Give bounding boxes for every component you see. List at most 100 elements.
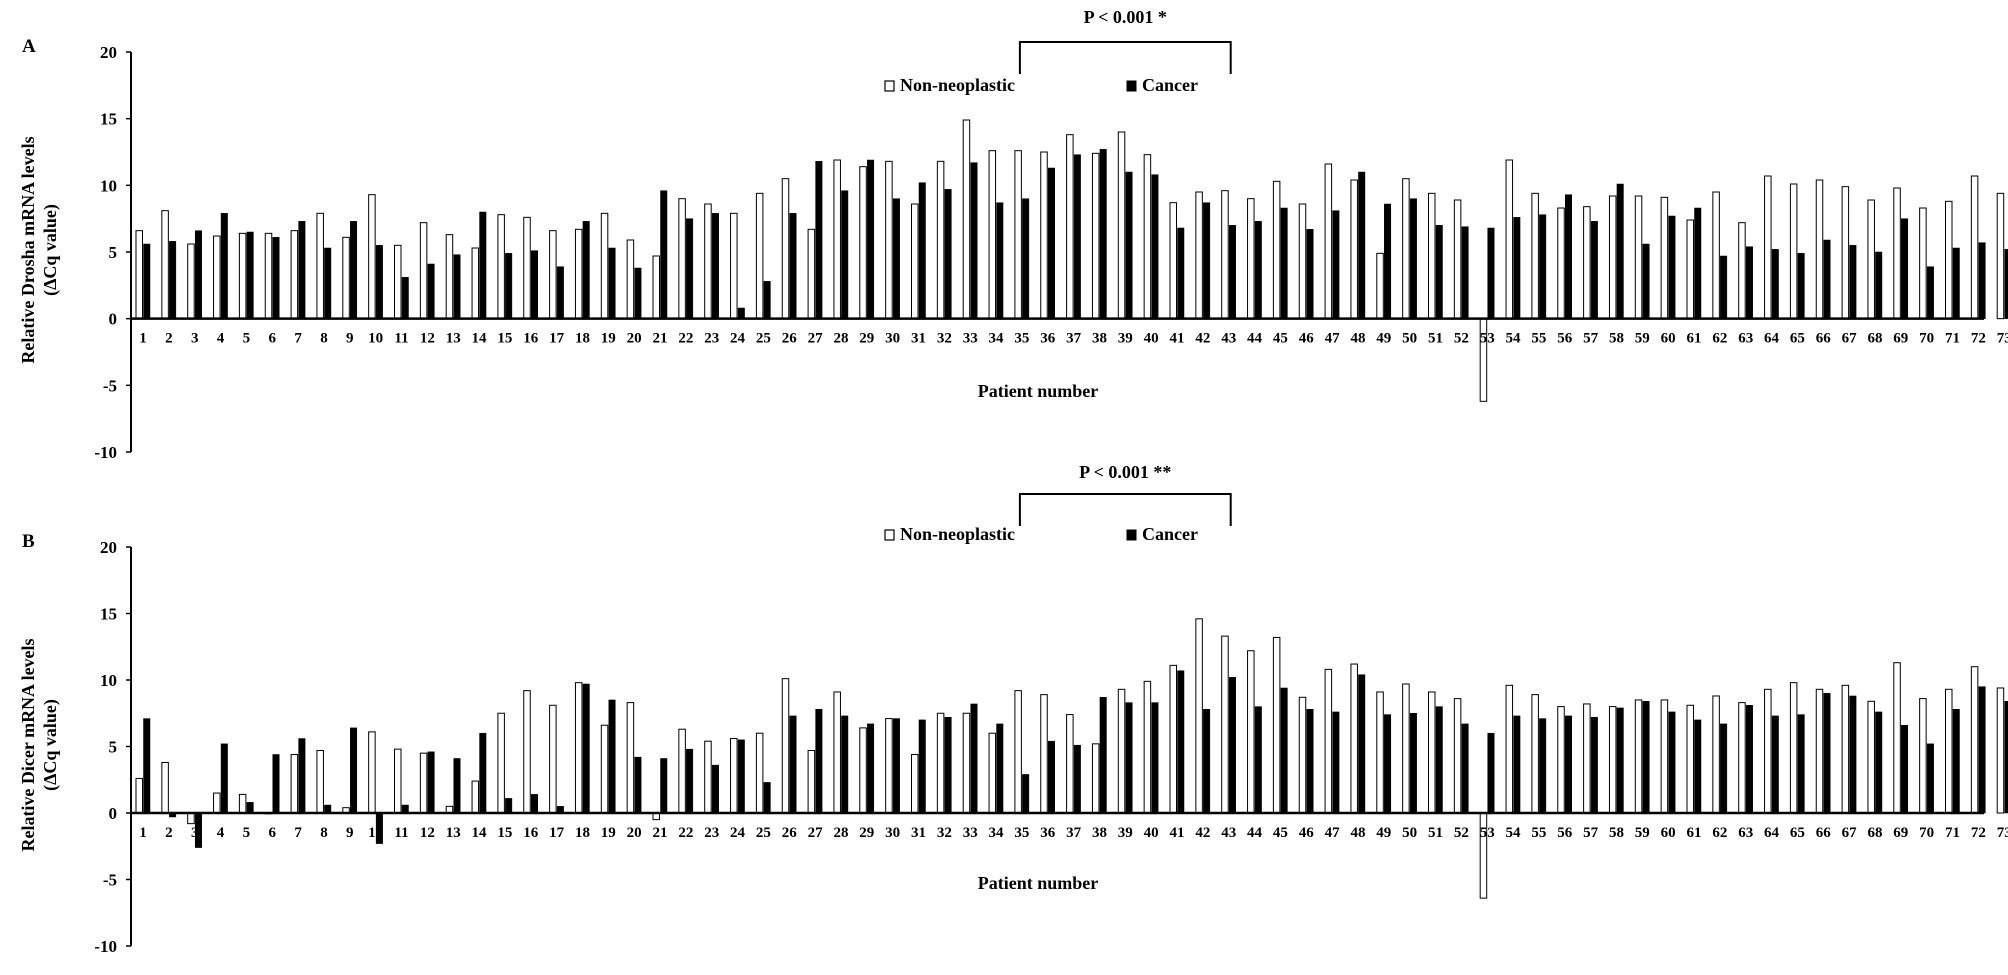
bar-cancer-42 — [1203, 202, 1211, 319]
bar-non-neoplastic-38 — [1091, 152, 1100, 320]
x-tick-label: 22 — [678, 331, 693, 347]
bar-non-neoplastic-23 — [704, 740, 712, 814]
bar-non-neoplastic-47 — [1324, 163, 1333, 320]
bar-non-neoplastic-42 — [1195, 618, 1203, 814]
y-tick-label: -10 — [94, 937, 117, 956]
x-tick-label: 59 — [1635, 331, 1650, 347]
bar-non-neoplastic-41 — [1169, 202, 1177, 320]
bar-non-neoplastic-12 — [419, 752, 428, 814]
x-tick-label: 29 — [859, 331, 874, 347]
x-tick-label: 25 — [756, 825, 771, 841]
x-tick-label: 66 — [1816, 825, 1832, 841]
bar-non-neoplastic-33 — [962, 119, 971, 320]
x-tick-label: 53 — [1480, 331, 1495, 347]
bar-non-neoplastic-2 — [161, 761, 169, 814]
x-tick-label: 26 — [782, 331, 798, 347]
bar-non-neoplastic-72 — [1970, 666, 1979, 814]
bar-non-neoplastic-24 — [730, 212, 738, 320]
bar-cancer-63 — [1745, 246, 1753, 319]
x-tick-label: 16 — [523, 331, 539, 347]
bar-cancer-50 — [1409, 198, 1417, 319]
bar-non-neoplastic-60 — [1660, 699, 1669, 814]
bar-non-neoplastic-30 — [885, 160, 893, 320]
bar-non-neoplastic-21 — [652, 255, 660, 320]
bar-non-neoplastic-71 — [1945, 200, 1953, 320]
x-tick-label: 7 — [294, 825, 302, 841]
x-tick-label: 39 — [1118, 331, 1133, 347]
x-tick-label: 23 — [704, 825, 719, 841]
y-tick-label: 0 — [109, 310, 118, 329]
bar-cancer-32 — [944, 189, 952, 319]
bar-cancer-24 — [737, 739, 745, 814]
bar-cancer-9 — [350, 727, 358, 814]
bar-cancer-6 — [272, 237, 280, 319]
bar-non-neoplastic-65 — [1789, 183, 1798, 320]
x-tick-label: 37 — [1066, 331, 1082, 347]
panel-letter: A — [22, 36, 36, 57]
x-tick-label: 30 — [885, 331, 900, 347]
bar-cancer-9 — [350, 221, 358, 319]
x-tick-label: 18 — [575, 331, 590, 347]
x-tick-label: 24 — [730, 825, 746, 841]
bar-non-neoplastic-47 — [1324, 668, 1333, 814]
bar-non-neoplastic-61 — [1686, 704, 1694, 814]
bar-non-neoplastic-20 — [626, 239, 635, 320]
bar-non-neoplastic-38 — [1091, 743, 1100, 814]
bar-cancer-28 — [841, 190, 849, 319]
bar-non-neoplastic-14 — [471, 780, 480, 814]
x-tick-label: 18 — [575, 825, 590, 841]
bar-non-neoplastic-52 — [1453, 698, 1462, 814]
bar-non-neoplastic-35 — [1014, 690, 1022, 814]
x-tick-label: 13 — [446, 825, 461, 841]
bar-non-neoplastic-34 — [988, 732, 997, 814]
bar-cancer-52 — [1461, 723, 1469, 814]
bar-cancer-50 — [1409, 713, 1417, 814]
x-tick-label: 39 — [1118, 825, 1133, 841]
x-tick-label: 43 — [1221, 331, 1236, 347]
x-tick-label: 33 — [963, 331, 978, 347]
bar-cancer-10 — [375, 245, 383, 319]
bar-non-neoplastic-49 — [1376, 691, 1384, 814]
bar-cancer-56 — [1565, 715, 1572, 814]
x-tick-label: 69 — [1893, 331, 1908, 347]
bar-cancer-31 — [918, 182, 926, 319]
x-tick-label: 73 — [1997, 825, 2008, 841]
bar-cancer-68 — [1875, 711, 1883, 814]
bar-cancer-19 — [608, 699, 616, 814]
x-tick-label: 25 — [756, 331, 771, 347]
bar-non-neoplastic-7 — [290, 230, 299, 320]
x-tick-label: 41 — [1170, 331, 1185, 347]
bar-non-neoplastic-51 — [1428, 192, 1436, 320]
bar-cancer-13 — [453, 254, 461, 319]
bar-cancer-71 — [1952, 709, 1960, 814]
bar-non-neoplastic-64 — [1764, 688, 1772, 814]
bar-cancer-23 — [711, 213, 719, 319]
bar-non-neoplastic-42 — [1195, 191, 1203, 320]
x-tick-label: 2 — [165, 331, 173, 347]
bar-non-neoplastic-62 — [1712, 695, 1720, 814]
bar-non-neoplastic-16 — [523, 216, 531, 320]
y-axis-label: Relative Drosha mRNA levels — [18, 136, 38, 363]
bar-non-neoplastic-29 — [859, 166, 867, 320]
bar-non-neoplastic-15 — [497, 712, 505, 814]
bar-non-neoplastic-54 — [1505, 684, 1514, 814]
bar-cancer-23 — [711, 764, 719, 814]
bar-cancer-36 — [1048, 167, 1055, 319]
bar-cancer-39 — [1125, 702, 1133, 814]
bar-non-neoplastic-9 — [342, 236, 350, 320]
bar-cancer-52 — [1461, 226, 1469, 319]
bar-non-neoplastic-46 — [1298, 203, 1307, 320]
bar-cancer-22 — [686, 218, 694, 319]
x-tick-label: 68 — [1867, 331, 1882, 347]
bar-cancer-4 — [220, 213, 228, 319]
legend-label-non-neoplastic: Non-neoplastic — [900, 524, 1015, 544]
bar-non-neoplastic-50 — [1402, 683, 1410, 814]
bar-cancer-43 — [1228, 225, 1236, 319]
bar-cancer-28 — [841, 715, 849, 814]
bar-cancer-66 — [1823, 239, 1831, 319]
bar-cancer-14 — [479, 732, 487, 814]
bar-non-neoplastic-10 — [368, 194, 376, 320]
x-tick-label: 72 — [1971, 825, 1986, 841]
x-tick-label: 62 — [1712, 825, 1727, 841]
bar-cancer-43 — [1228, 677, 1236, 814]
